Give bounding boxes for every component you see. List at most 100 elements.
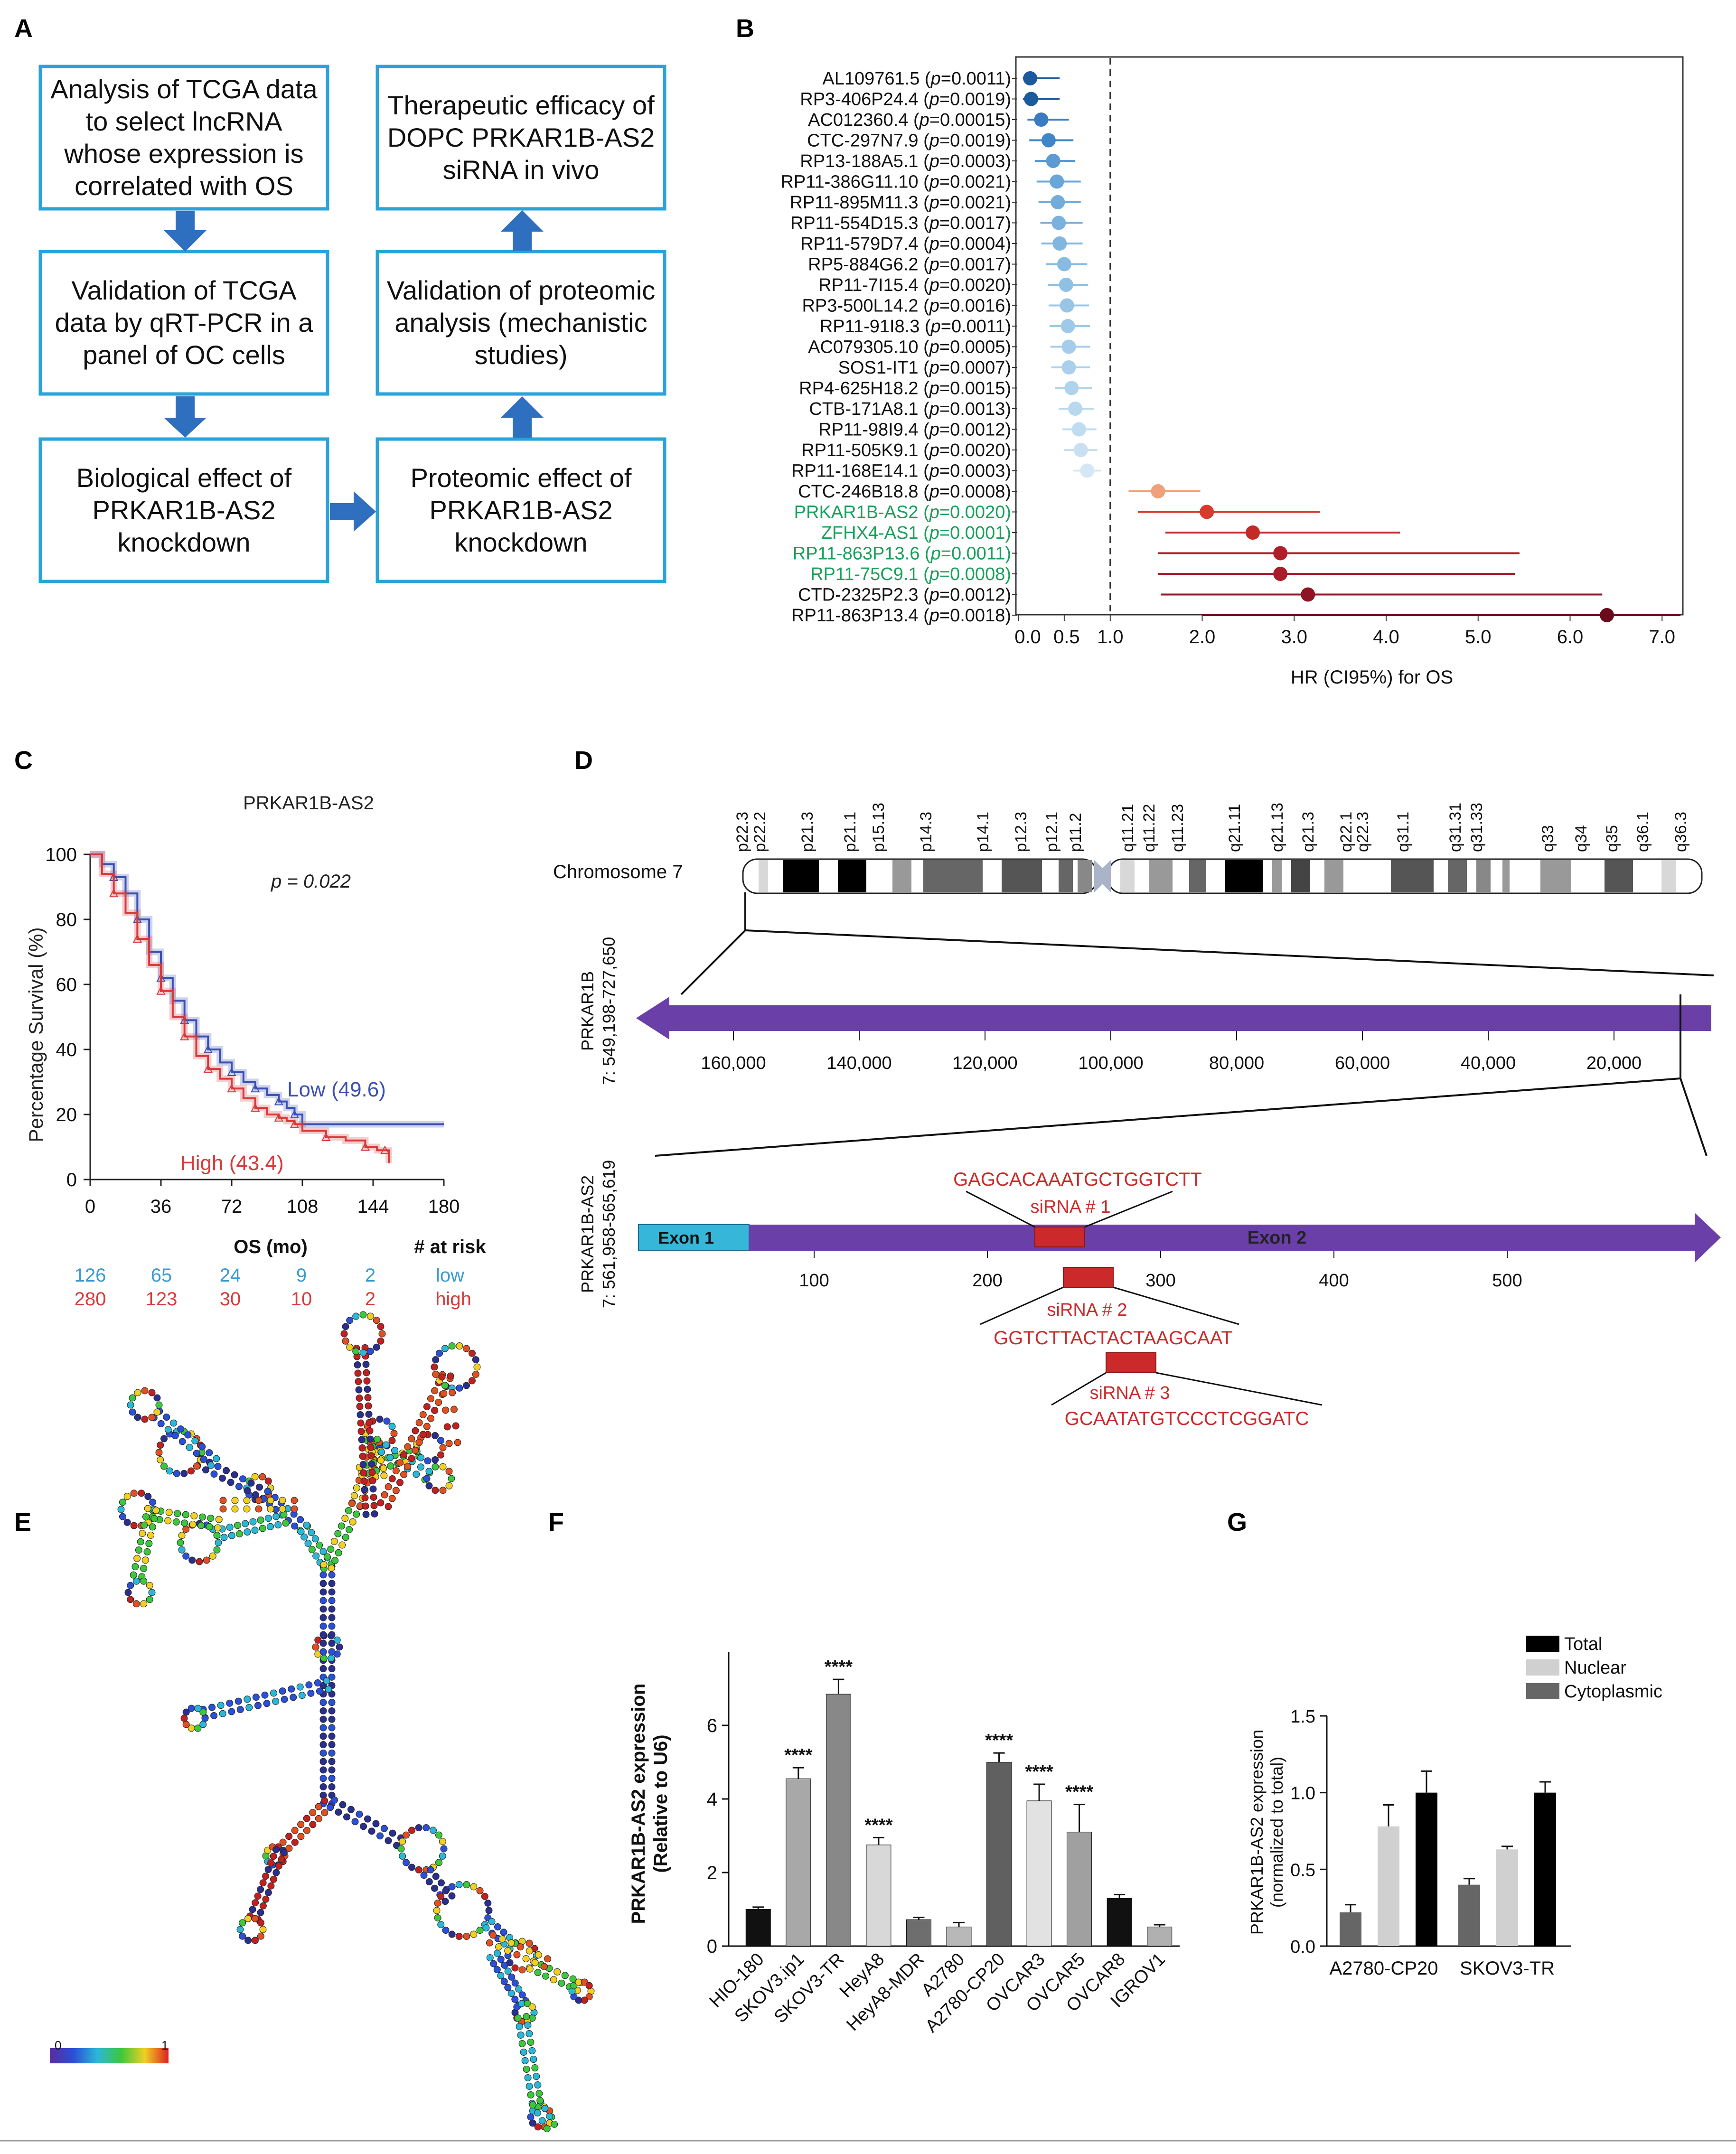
rna-base — [270, 1689, 278, 1697]
rna-base — [328, 1783, 336, 1790]
flow-box-1 — [38, 65, 329, 211]
forest-p-equals: = — [939, 234, 950, 254]
forest-p-prefix: ( — [919, 482, 930, 502]
rna-base — [280, 1849, 288, 1856]
forest-p-prefix: ( — [919, 585, 930, 605]
km-y-tick-label: 20 — [56, 1105, 77, 1125]
forest-p-symbol: p — [929, 564, 939, 584]
rna-base — [448, 1892, 456, 1900]
bar-f-y-tick-label: 0 — [707, 1936, 717, 1957]
rna-base — [328, 1707, 336, 1714]
sirna2-sequence: GGTCTTACTACTAAGCAAT — [994, 1328, 1233, 1349]
rna-base — [319, 1733, 327, 1740]
rna-base — [362, 1511, 370, 1518]
forest-p-prefix: ( — [919, 358, 930, 378]
rna-base — [488, 1918, 496, 1925]
forest-p-symbol: p — [930, 69, 941, 89]
rna-base — [490, 1960, 497, 1967]
chromosome-band — [1189, 860, 1206, 892]
rna-base — [328, 1597, 336, 1604]
risk-low-count: 65 — [151, 1265, 172, 1286]
rna-base — [366, 1435, 374, 1443]
rna-base — [309, 1809, 317, 1817]
forest-p-prefix: ( — [920, 317, 931, 337]
forest-gene-name: PRKAR1B-AS2 — [794, 503, 919, 523]
forest-p-equals: = — [939, 275, 950, 295]
p-band-label: p14.1 — [974, 812, 992, 852]
forest-p-value: 0.0011 — [951, 317, 1005, 337]
forest-p-suffix: ) — [1005, 523, 1011, 543]
rna-base — [141, 1556, 149, 1564]
rna-base — [445, 1440, 453, 1447]
rna-base — [360, 1469, 367, 1477]
q-band-label: q11.21 — [1119, 804, 1137, 852]
rna-base — [470, 1883, 478, 1891]
bar-f-bar — [745, 1909, 771, 1947]
rna-base — [311, 1535, 319, 1543]
rna-base — [279, 1505, 286, 1513]
chromosome-band — [1002, 860, 1042, 892]
rna-base — [437, 1921, 445, 1929]
rna-base — [417, 1454, 425, 1461]
rna-base — [419, 1411, 427, 1418]
rna-base — [365, 1410, 373, 1418]
zoom-line — [745, 929, 1714, 976]
flow-box-3-text: Biological effect of PRKAR1B-AS2 knockdo… — [76, 463, 292, 557]
rna-base — [432, 1456, 439, 1463]
gene1-tick-label: 100,000 — [1078, 1053, 1143, 1073]
rna-base — [362, 1360, 370, 1368]
forest-p-suffix: ) — [1005, 585, 1011, 605]
risk-high-count: 123 — [146, 1289, 178, 1310]
rna-base — [529, 2101, 536, 2109]
q-band-label: q22.3 — [1354, 812, 1372, 852]
rna-base — [262, 1873, 270, 1880]
km-x-tick-label: 180 — [428, 1196, 460, 1217]
rna-base — [279, 1497, 286, 1504]
rna-base — [261, 1691, 269, 1699]
gene2-coordinates: 7: 561,958-565,619 — [599, 1160, 619, 1308]
rna-base — [153, 1394, 161, 1402]
rna-base — [403, 1859, 410, 1866]
rna-base — [357, 1428, 365, 1435]
forest-p-suffix: ) — [1005, 296, 1011, 316]
zoom-line — [680, 929, 746, 995]
rna-base — [319, 1548, 327, 1555]
exon2-label: Exon 2 — [1248, 1228, 1307, 1248]
forest-row-label: RP13-188A5.1 (p=0.0003) — [800, 151, 1011, 171]
forest-p-symbol: p — [929, 296, 939, 316]
forest-p-value: 0.0018 — [950, 606, 1005, 626]
chromosome-band — [759, 860, 768, 892]
bar-g-legend-swatch — [1526, 1636, 1559, 1652]
rna-base — [255, 1505, 263, 1513]
gene2-tick-label: 500 — [1492, 1271, 1522, 1291]
chromosome-band — [783, 860, 819, 892]
rna-base — [304, 1539, 312, 1547]
forest-gene-name: SOS1-IT1 — [838, 358, 919, 378]
bar-f-bar — [906, 1919, 931, 1947]
km-censor-mark — [132, 934, 142, 943]
chromosome-band — [1324, 860, 1343, 892]
forest-p-value: 0.0012 — [950, 585, 1005, 605]
rna-base — [454, 1439, 461, 1446]
forest-hr-point — [1151, 484, 1165, 498]
rna-base — [300, 1533, 308, 1541]
rna-base — [316, 1541, 323, 1549]
rna-base — [408, 1864, 415, 1871]
forest-hr-point — [1071, 422, 1086, 437]
zoom-line — [1680, 1078, 1708, 1156]
rna-base — [251, 1915, 259, 1922]
risk-table-header: # at risk — [414, 1236, 486, 1257]
rna-base — [551, 2120, 558, 2128]
km-censor-mark — [290, 1109, 300, 1118]
rna-base — [198, 1443, 206, 1451]
rna-base — [308, 1529, 315, 1536]
rna-base — [259, 1926, 267, 1933]
bar-f-bar — [986, 1762, 1012, 1947]
rna-base — [432, 1873, 440, 1880]
rna-base — [259, 1525, 266, 1532]
rna-base — [435, 1859, 442, 1866]
rna-base — [439, 1463, 447, 1470]
forest-gene-name: AC012360.4 — [808, 110, 908, 130]
forest-p-suffix: ) — [1005, 69, 1011, 89]
rna-base — [319, 1580, 327, 1587]
